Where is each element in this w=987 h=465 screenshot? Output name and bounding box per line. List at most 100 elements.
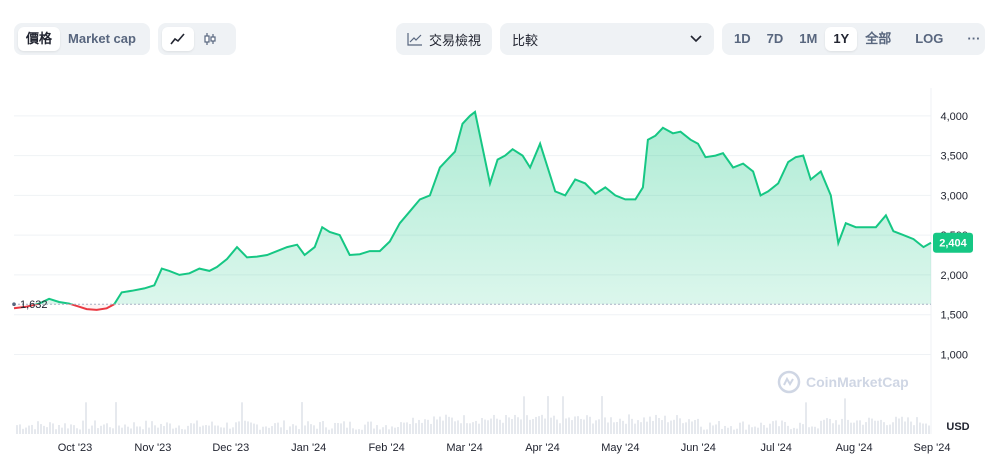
current-price-badge-bg — [933, 232, 973, 253]
volume-bar — [808, 427, 810, 434]
volume-bar — [388, 429, 390, 434]
volume-bar — [304, 425, 306, 434]
volume-bar — [418, 419, 420, 434]
compare-label: 比較 — [512, 32, 539, 48]
volume-bar — [52, 423, 54, 434]
volume-bar — [43, 425, 45, 434]
volume-bar — [37, 421, 39, 434]
volume-bar — [580, 418, 582, 434]
volume-bar — [187, 425, 189, 434]
volume-bar — [172, 428, 174, 434]
volume-bar — [94, 420, 96, 434]
current-price-label: 2,404 — [939, 238, 967, 250]
volume-bar — [133, 422, 135, 434]
volume-bar — [430, 423, 432, 434]
volume-bar — [928, 425, 930, 434]
volume-bar — [607, 422, 609, 434]
watermark-text: CoinMarketCap — [806, 374, 909, 390]
price-tab[interactable]: 價格 — [18, 27, 61, 51]
volume-bar — [790, 429, 792, 434]
volume-bar — [169, 423, 171, 434]
volume-bar — [712, 425, 714, 434]
volume-bar — [229, 428, 231, 434]
line-chart-icon[interactable] — [162, 27, 194, 51]
volume-bar — [691, 421, 693, 434]
x-tick-label: Apr '24 — [525, 442, 560, 454]
area-fill-up — [36, 111, 931, 305]
x-tick-label: Feb '24 — [368, 442, 404, 454]
volume-bar — [640, 422, 642, 434]
market-cap-tab[interactable]: Market cap — [68, 31, 136, 46]
volume-bar — [490, 418, 492, 434]
log-toggle[interactable]: LOG — [915, 31, 944, 46]
volume-bar — [631, 418, 633, 434]
volume-bar — [589, 416, 591, 434]
range-1d[interactable]: 1D — [734, 31, 751, 46]
volume-bar — [853, 422, 855, 434]
volume-bar — [781, 420, 783, 434]
volume-bar — [775, 420, 777, 434]
candlestick-icon[interactable] — [194, 27, 226, 51]
volume-bar — [199, 426, 201, 434]
volume-bar — [151, 421, 153, 434]
volume-bar — [91, 425, 93, 434]
volume-bar — [478, 423, 480, 434]
volume-bar — [31, 424, 33, 434]
volume-bar — [736, 428, 738, 434]
tradingview-button[interactable]: 交易檢視 — [396, 23, 492, 55]
compare-dropdown[interactable]: 比較 — [500, 23, 714, 55]
range-1m[interactable]: 1M — [799, 31, 818, 46]
volume-bar — [58, 425, 60, 434]
volume-bar — [895, 416, 897, 434]
volume-bar — [553, 415, 555, 434]
volume-bar — [454, 421, 456, 434]
volume-bar — [235, 422, 237, 434]
x-tick-label: Jun '24 — [681, 442, 716, 454]
volume-bar — [769, 423, 771, 434]
volume-bar — [826, 418, 828, 434]
volume-bar — [907, 417, 909, 434]
volume-bar — [103, 424, 105, 434]
volume-bar — [337, 423, 339, 434]
volume-bar — [211, 421, 213, 434]
volume-bar — [499, 419, 501, 434]
range-1y[interactable]: 1Y — [825, 27, 858, 51]
price-line-up — [32, 110, 932, 305]
volume-bar — [88, 428, 90, 434]
volume-bar — [682, 423, 684, 434]
volume-bar — [289, 426, 291, 434]
volume-bar — [181, 429, 183, 434]
more-icon[interactable]: ··· — [967, 31, 981, 46]
chart-style-toggle — [158, 23, 236, 55]
volume-bar — [787, 425, 789, 434]
volume-bar — [253, 423, 255, 434]
volume-bar — [19, 424, 21, 434]
volume-bar — [568, 417, 570, 434]
volume-bar — [649, 416, 651, 434]
range-all[interactable]: 全部 — [865, 31, 892, 46]
volume-bar — [460, 423, 462, 434]
volume-bar — [475, 420, 477, 434]
volume-bar — [463, 415, 465, 434]
volume-bar — [856, 420, 858, 434]
volume-bar — [118, 425, 120, 434]
volume-bar — [814, 426, 816, 434]
volume-bar — [445, 414, 447, 434]
volume-bar — [811, 426, 813, 434]
volume-bar — [820, 420, 822, 434]
volume-bar — [16, 425, 18, 434]
range-7d[interactable]: 7D — [766, 31, 784, 46]
area-fill-down — [14, 304, 931, 310]
volume-bar — [484, 419, 486, 434]
volume-bar — [571, 420, 573, 434]
volume-bar — [271, 426, 273, 434]
volume-bar — [859, 420, 861, 434]
volume-bar — [22, 428, 24, 434]
volume-bar — [112, 428, 114, 434]
coinmarketcap-logo-icon — [777, 370, 801, 394]
volume-bar — [745, 429, 747, 434]
volume-bar — [715, 424, 717, 434]
volume-bar — [124, 424, 126, 434]
volume-bar — [796, 428, 798, 434]
volume-bar — [40, 424, 42, 434]
